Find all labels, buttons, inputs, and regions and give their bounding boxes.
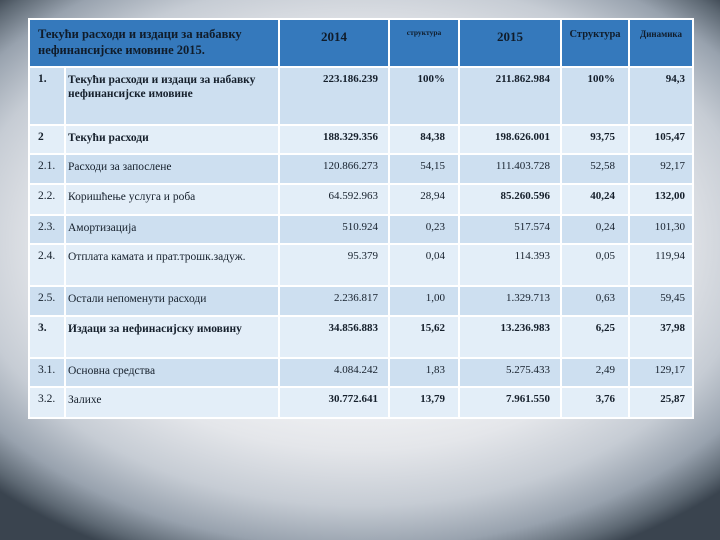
value-2015: 7.961.550 <box>458 386 563 419</box>
table-row: 3.2. Залихе 30.772.641 13,79 7.961.550 3… <box>28 386 695 419</box>
value-2014: 64.592.963 <box>278 183 391 216</box>
row-number: 2.4. <box>28 243 66 287</box>
row-number: 1. <box>28 66 66 126</box>
structure-2014: 1,83 <box>388 357 461 388</box>
value-2015: 114.393 <box>458 243 563 287</box>
value-2014: 4.084.242 <box>278 357 391 388</box>
structure-2015: 6,25 <box>560 315 631 359</box>
value-2015: 1.329.713 <box>458 285 563 317</box>
budget-table: Текући расходи и издаци за набавку нефин… <box>27 18 695 419</box>
structure-2015: 0,05 <box>560 243 631 287</box>
structure-2014: 54,15 <box>388 153 461 185</box>
dynamics-value: 59,45 <box>628 285 695 317</box>
dynamics-value: 92,17 <box>628 153 695 185</box>
table-title: Текући расходи и издаци за набавку нефин… <box>27 18 281 68</box>
row-number: 3.1. <box>28 357 66 388</box>
table-row: 3. Издаци за нефинасијску имовину 34.856… <box>28 315 695 359</box>
value-2014: 34.856.883 <box>278 315 391 359</box>
dynamics-value: 37,98 <box>628 315 695 359</box>
value-2015: 5.275.433 <box>458 357 563 388</box>
dynamics-value: 132,00 <box>628 183 695 216</box>
table-row: 2 Текући расходи 188.329.356 84,38 198.6… <box>28 124 695 155</box>
row-label: Залихе <box>63 386 281 419</box>
value-2014: 223.186.239 <box>278 66 391 126</box>
structure-2014: 100% <box>388 66 461 126</box>
value-2015: 198.626.001 <box>458 124 563 155</box>
row-label: Основна средства <box>63 357 281 388</box>
structure-2014: 15,62 <box>388 315 461 359</box>
value-2015: 517.574 <box>458 214 563 245</box>
value-2014: 95.379 <box>278 243 391 287</box>
table-row: 2.2. Коришћење услуга и роба 64.592.963 … <box>28 183 695 216</box>
dynamics-value: 119,94 <box>628 243 695 287</box>
structure-2015: 93,75 <box>560 124 631 155</box>
structure-2015: 52,58 <box>560 153 631 185</box>
value-2015: 13.236.983 <box>458 315 563 359</box>
value-2014: 2.236.817 <box>278 285 391 317</box>
row-number: 2 <box>28 124 66 155</box>
col-header-2014: 2014 <box>278 18 391 68</box>
structure-2015: 0,63 <box>560 285 631 317</box>
value-2015: 211.862.984 <box>458 66 563 126</box>
dynamics-value: 129,17 <box>628 357 695 388</box>
row-label: Текући расходи <box>63 124 281 155</box>
structure-2015: 40,24 <box>560 183 631 216</box>
table-row: 2.4. Отплата камата и прат.трошк.задуж. … <box>28 243 695 287</box>
row-label: Коришћење услуга и роба <box>63 183 281 216</box>
row-number: 2.5. <box>28 285 66 317</box>
row-label: Текући расходи и издаци за набавку нефин… <box>63 66 281 126</box>
col-header-structure-2015: Структура <box>560 18 631 68</box>
dynamics-value: 94,3 <box>628 66 695 126</box>
row-label: Остали непоменути расходи <box>63 285 281 317</box>
structure-2015: 100% <box>560 66 631 126</box>
structure-2014: 84,38 <box>388 124 461 155</box>
value-2015: 111.403.728 <box>458 153 563 185</box>
table-row: 2.1. Расходи за запослене 120.866.273 54… <box>28 153 695 185</box>
structure-2014: 13,79 <box>388 386 461 419</box>
row-number: 2.2. <box>28 183 66 216</box>
table-row: 2.5. Остали непоменути расходи 2.236.817… <box>28 285 695 317</box>
row-number: 2.1. <box>28 153 66 185</box>
row-label: Отплата камата и прат.трошк.задуж. <box>63 243 281 287</box>
value-2014: 30.772.641 <box>278 386 391 419</box>
structure-2014: 1,00 <box>388 285 461 317</box>
row-label: Издаци за нефинасијску имовину <box>63 315 281 359</box>
structure-2014: 0,04 <box>388 243 461 287</box>
col-header-structure-2014: структура <box>388 18 461 68</box>
row-number: 2.3. <box>28 214 66 245</box>
row-label: Расходи за запослене <box>63 153 281 185</box>
row-number: 3. <box>28 315 66 359</box>
row-label: Амортизација <box>63 214 281 245</box>
value-2014: 120.866.273 <box>278 153 391 185</box>
table-row: 1. Текући расходи и издаци за набавку не… <box>28 66 695 126</box>
dynamics-value: 105,47 <box>628 124 695 155</box>
row-number: 3.2. <box>28 386 66 419</box>
dynamics-value: 25,87 <box>628 386 695 419</box>
col-header-dynamics: Динамика <box>628 18 695 68</box>
dynamics-value: 101,30 <box>628 214 695 245</box>
structure-2015: 2,49 <box>560 357 631 388</box>
value-2014: 510.924 <box>278 214 391 245</box>
col-header-2015: 2015 <box>458 18 563 68</box>
structure-2014: 0,23 <box>388 214 461 245</box>
header-row: Текући расходи и издаци за набавку нефин… <box>27 18 695 68</box>
structure-2015: 0,24 <box>560 214 631 245</box>
table-row: 2.3. Амортизација 510.924 0,23 517.574 0… <box>28 214 695 245</box>
structure-2015: 3,76 <box>560 386 631 419</box>
value-2014: 188.329.356 <box>278 124 391 155</box>
structure-2014: 28,94 <box>388 183 461 216</box>
table-row: 3.1. Основна средства 4.084.242 1,83 5.2… <box>28 357 695 388</box>
value-2015: 85.260.596 <box>458 183 563 216</box>
